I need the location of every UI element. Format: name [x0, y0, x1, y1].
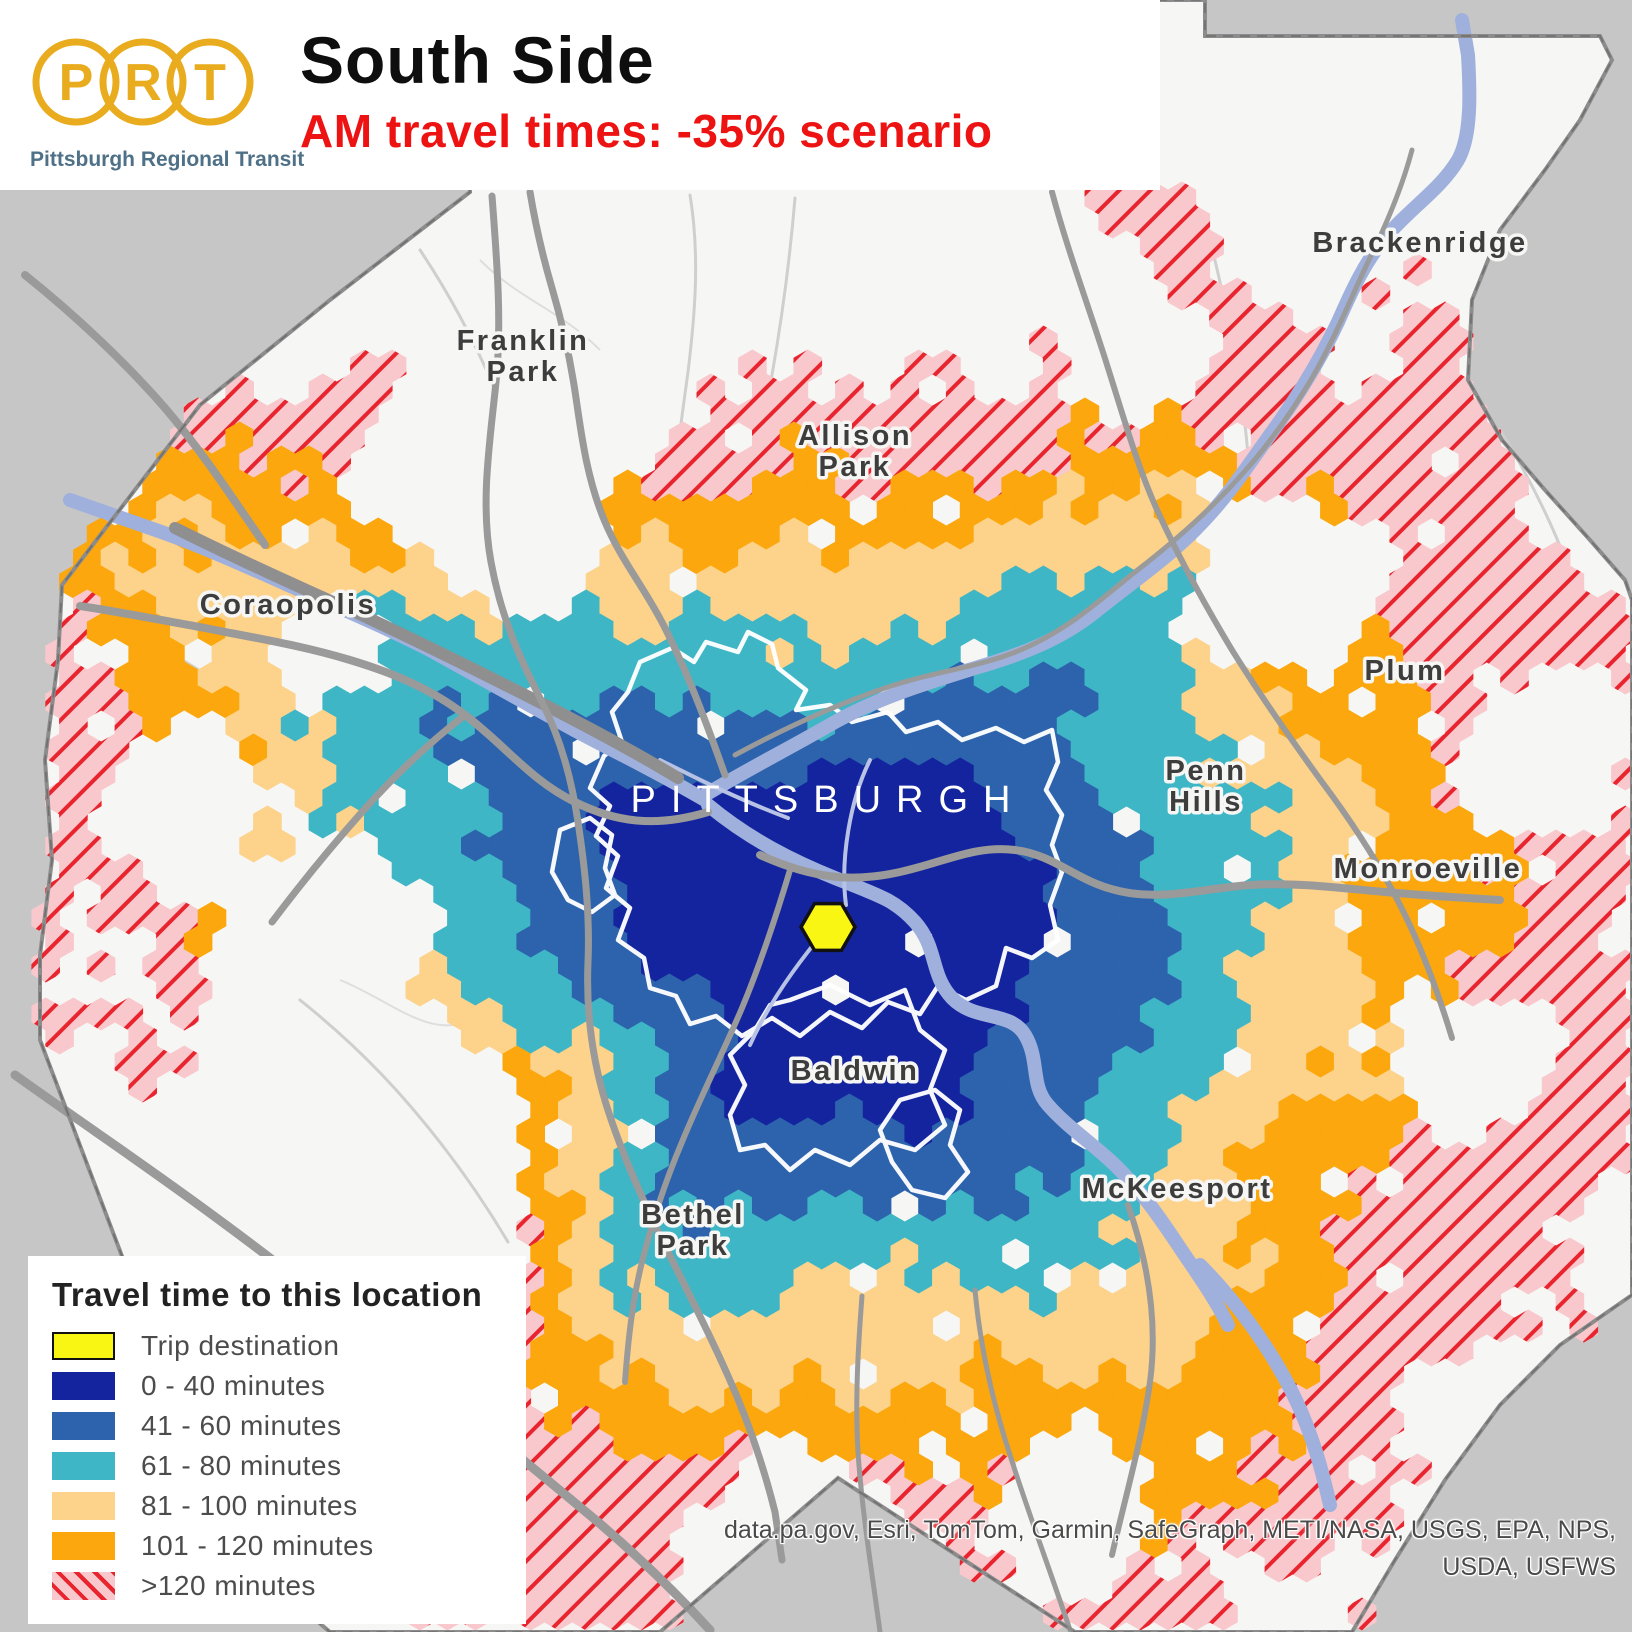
legend-item: >120 minutes — [52, 1570, 502, 1602]
page-title: South Side — [300, 23, 655, 97]
legend-rows: Trip destination 0 - 40 minutes 41 - 60 mi… — [52, 1330, 502, 1602]
legend-item-label: 81 - 100 minutes — [141, 1490, 358, 1521]
legend-swatch — [52, 1452, 115, 1480]
place-labels-layer: PITTSBURGH Franklin Park Allison Park Br… — [196, 224, 1528, 1266]
legend-item-label: 0 - 40 minutes — [141, 1370, 326, 1401]
legend-swatch — [52, 1412, 115, 1440]
place-label: Park — [657, 1230, 730, 1262]
logo-circle — [99, 38, 187, 126]
place-label: Franklin — [457, 325, 590, 357]
legend-swatch-destination — [52, 1332, 115, 1360]
place-label: Penn — [1166, 755, 1247, 787]
legend-item: 61 - 80 minutes — [52, 1450, 502, 1482]
logo-wordmark: Pittsburgh Regional Transit — [30, 148, 305, 171]
place-label: Baldwin — [791, 1055, 920, 1087]
ohio-corridor-highway — [169, 522, 684, 784]
legend-swatch-hatch — [52, 1572, 115, 1600]
place-label: Hills — [1169, 786, 1243, 818]
legend-title: Travel time to this location — [52, 1276, 483, 1313]
legend-item-label: 41 - 60 minutes — [141, 1410, 342, 1441]
legend-item-label: Trip destination — [141, 1330, 340, 1361]
logo-circle — [32, 38, 120, 126]
attribution-line: data.pa.gov, Esri, TomTom, Garmin, SafeG… — [724, 1516, 1616, 1544]
place-label: Monroeville — [1334, 853, 1523, 885]
legend-item-label: 61 - 80 minutes — [141, 1450, 342, 1481]
legend-panel: Travel time to this location Trip destin… — [28, 1256, 526, 1624]
attribution-line: USDA, USFWS — [1442, 1553, 1616, 1581]
place-label: Coraopolis — [200, 589, 376, 621]
place-label: Park — [819, 451, 892, 483]
place-label: McKeesport — [1082, 1173, 1273, 1205]
place-label: Plum — [1365, 655, 1446, 687]
place-label: Bethel — [641, 1199, 745, 1231]
place-label: Allison — [798, 420, 912, 452]
legend-item: 81 - 100 minutes — [52, 1490, 502, 1522]
legend-item: Trip destination — [52, 1330, 502, 1362]
legend-item: 0 - 40 minutes — [52, 1370, 502, 1402]
logo-letter: T — [194, 54, 226, 112]
page-subtitle: AM travel times: -35% scenario — [300, 105, 993, 157]
map-attribution: data.pa.gov, Esri, TomTom, Garmin, SafeG… — [724, 1512, 1616, 1586]
legend-swatch — [52, 1532, 115, 1560]
logo-letter: R — [124, 54, 162, 112]
city-label: PITTSBURGH — [631, 779, 1026, 821]
legend-item-label: >120 minutes — [141, 1570, 316, 1601]
logo-letter: P — [59, 54, 94, 112]
place-label: Brackenridge — [1312, 227, 1527, 259]
legend-swatch — [52, 1372, 115, 1400]
allegheny-river — [698, 13, 1477, 802]
legend-item-label: 101 - 120 minutes — [141, 1530, 374, 1561]
place-label: Park — [487, 356, 560, 388]
baldwin-boundary — [727, 982, 948, 1173]
youghiogheny-river — [1193, 1258, 1337, 1512]
trip-destination-marker — [798, 901, 858, 953]
prt-logo: P R T — [32, 38, 254, 126]
legend-item: 101 - 120 minutes — [52, 1530, 502, 1562]
legend-item: 41 - 60 minutes — [52, 1410, 502, 1442]
city-boundary-layer — [549, 629, 1065, 1201]
west-boro-boundary — [549, 815, 618, 915]
header-bar: P R T Pittsburgh Regional Transit South … — [0, 0, 1160, 190]
logo-circle — [166, 38, 254, 126]
mckeesport-boundary — [877, 1087, 971, 1201]
legend-swatch — [52, 1492, 115, 1520]
pittsburgh-boundary — [587, 629, 1065, 1039]
county-boundary-dashes — [39, 0, 1632, 1632]
